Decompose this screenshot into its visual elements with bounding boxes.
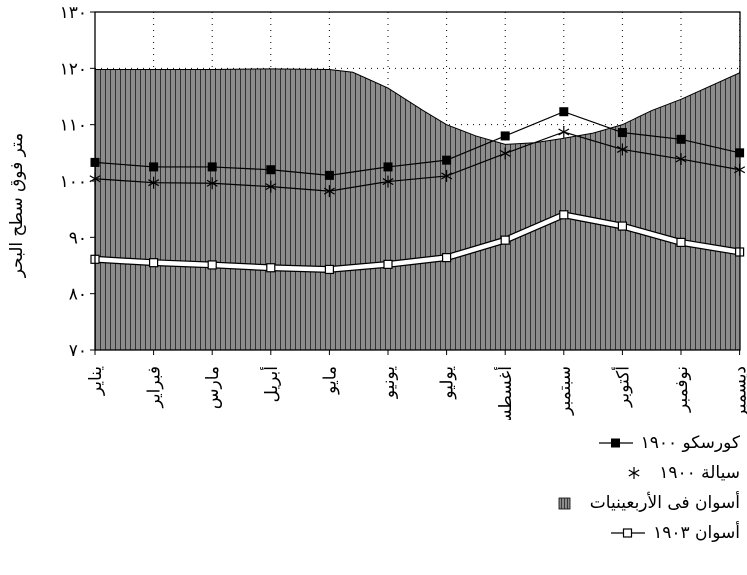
point-seyala-1900	[206, 177, 218, 190]
legend-label: سيالة ١٩٠٠	[659, 463, 740, 483]
point-seyala-1900	[441, 169, 453, 182]
x-tick-label: فبراير	[145, 366, 165, 408]
y-tick-label: ١٢٠	[60, 59, 87, 79]
point-seyala-1900	[382, 175, 394, 188]
point-korosko-1900	[676, 134, 686, 144]
point-aswan-1903	[207, 260, 217, 270]
hollow-square-marker-icon	[611, 528, 646, 538]
x-tick-label: يونيو	[379, 366, 399, 399]
legend-label: أسوان ١٩٠٣	[653, 523, 740, 543]
x-tick-label: أغسطس	[494, 366, 516, 420]
point-aswan-1903	[617, 221, 628, 231]
point-korosko-1900	[324, 170, 334, 180]
chart: ٧٠ ٨٠ ٩٠ ١٠٠ ١١٠ ١٢٠ ١٣٠ يناير فبراير مارس أبريل م…	[7, 3, 747, 420]
point-aswan-1903	[324, 264, 334, 275]
point-seyala-1900	[323, 185, 335, 198]
point-aswan-1903	[149, 258, 159, 268]
hatched-area-swatch-icon	[558, 497, 571, 510]
area-aswan-1940s	[95, 67, 740, 350]
x-tick-label: أكتوبر	[611, 366, 633, 408]
x-tick-label: ديسمبر	[731, 366, 747, 419]
point-aswan-1903	[676, 237, 686, 248]
point-seyala-1900	[616, 143, 628, 156]
point-korosko-1900	[383, 162, 393, 172]
point-korosko-1900	[442, 155, 452, 165]
filled-square-marker-icon	[598, 438, 633, 448]
point-seyala-1900	[265, 180, 277, 193]
point-aswan-1903	[383, 259, 393, 269]
y-tick-label: ٩٠	[69, 228, 87, 248]
y-tick-label: ٧٠	[69, 341, 87, 361]
x-tick-label: يوليو	[438, 366, 458, 400]
point-korosko-1900	[207, 162, 217, 172]
x-tick-label: سبتمبر	[555, 366, 575, 416]
legend-item-seyala: سيالة ١٩٠٠	[540, 458, 740, 488]
point-korosko-1900	[500, 131, 510, 141]
x-tick-label: مايو	[320, 366, 340, 395]
point-seyala-1900	[675, 153, 687, 166]
series-korosko-1900-line	[94, 111, 740, 176]
y-axis: ٧٠ ٨٠ ٩٠ ١٠٠ ١١٠ ١٢٠ ١٣٠	[60, 3, 95, 361]
point-aswan-1903	[559, 210, 569, 220]
legend: كورسكو ١٩٠٠ سيالة ١٩٠٠ أسوان فى الأربعين…	[540, 428, 740, 548]
x-tick-label: أبريل	[260, 366, 282, 402]
legend-label: أسوان فى الأربعينيات	[589, 493, 740, 513]
y-tick-label: ١٣٠	[60, 3, 87, 23]
y-tick-label: ١٠٠	[60, 172, 87, 192]
point-aswan-1903	[500, 235, 510, 245]
point-seyala-1900	[148, 176, 160, 189]
x-tick-label: يناير	[86, 366, 106, 396]
series-aswan-1903-line	[94, 212, 740, 272]
point-korosko-1900	[617, 128, 627, 138]
x-tick-label: مارس	[203, 366, 223, 409]
asterisk-marker-icon	[628, 467, 640, 479]
y-tick-label: ١١٠	[60, 116, 87, 136]
y-axis-label: متر فوق سطح البحر	[7, 133, 27, 278]
point-korosko-1900	[559, 107, 569, 117]
point-aswan-1903	[442, 253, 452, 263]
point-seyala-1900	[499, 147, 511, 160]
legend-item-aswan-1940s: أسوان فى الأربعينيات	[540, 488, 740, 518]
point-korosko-1900	[149, 162, 159, 172]
legend-item-aswan-1903: أسوان ١٩٠٣	[540, 518, 740, 548]
y-tick-label: ٨٠	[69, 285, 87, 305]
point-seyala-1900	[558, 125, 570, 138]
x-axis: يناير فبراير مارس أبريل مايو يونيو يوليو أغسطس س…	[86, 350, 747, 420]
point-aswan-1903	[266, 263, 276, 273]
x-tick-label: نوفمبر	[672, 366, 692, 413]
plot-area	[89, 11, 746, 351]
legend-item-korosko: كورسكو ١٩٠٠	[540, 428, 740, 458]
series-seyala-1900-line	[94, 131, 740, 192]
legend-label: كورسكو ١٩٠٠	[640, 433, 740, 453]
point-korosko-1900	[266, 165, 276, 175]
